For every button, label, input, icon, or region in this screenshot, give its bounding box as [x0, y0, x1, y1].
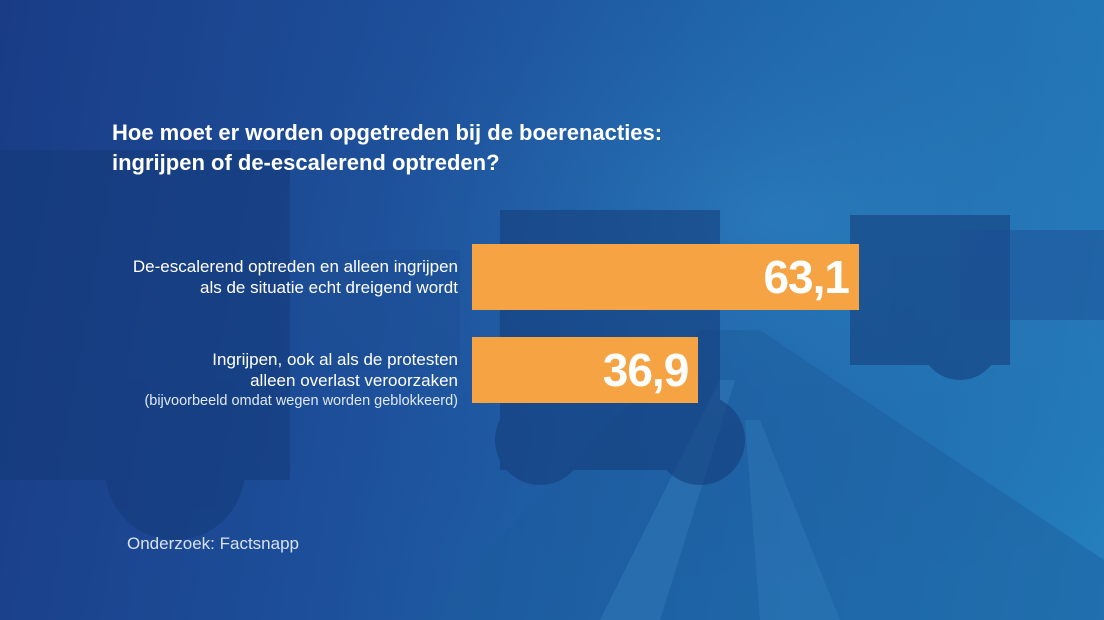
- category-label-1-line-2: als de situatie echt dreigend wordt: [200, 278, 458, 297]
- bar-2: 36,9: [472, 337, 699, 403]
- category-label-2: Ingrijpen, ook al als de protesten allee…: [38, 349, 458, 411]
- bar-2-value-label: 36,9: [602, 344, 690, 396]
- bar-1: 63,1: [472, 244, 859, 310]
- category-label-2-note: (bijvoorbeeld omdat wegen worden geblokk…: [144, 393, 458, 409]
- chart-title-line-1: Hoe moet er worden opgetreden bij de boe…: [112, 120, 663, 145]
- bar-1-value-label: 63,1: [763, 251, 850, 303]
- category-label-1-line-1: De-escalerend optreden en alleen ingrijp…: [132, 257, 458, 276]
- chart-title: Hoe moet er worden opgetreden bij de boe…: [112, 118, 872, 178]
- chart-title-line-2: ingrijpen of de-escalerend optreden?: [112, 150, 500, 175]
- category-label-1: De-escalerend optreden en alleen ingrijp…: [38, 256, 458, 298]
- category-label-2-line-1: Ingrijpen, ook al als de protesten: [212, 350, 458, 369]
- source-note: Onderzoek: Factsnapp: [127, 534, 299, 553]
- category-label-2-line-2: alleen overlast veroorzaken: [250, 371, 458, 390]
